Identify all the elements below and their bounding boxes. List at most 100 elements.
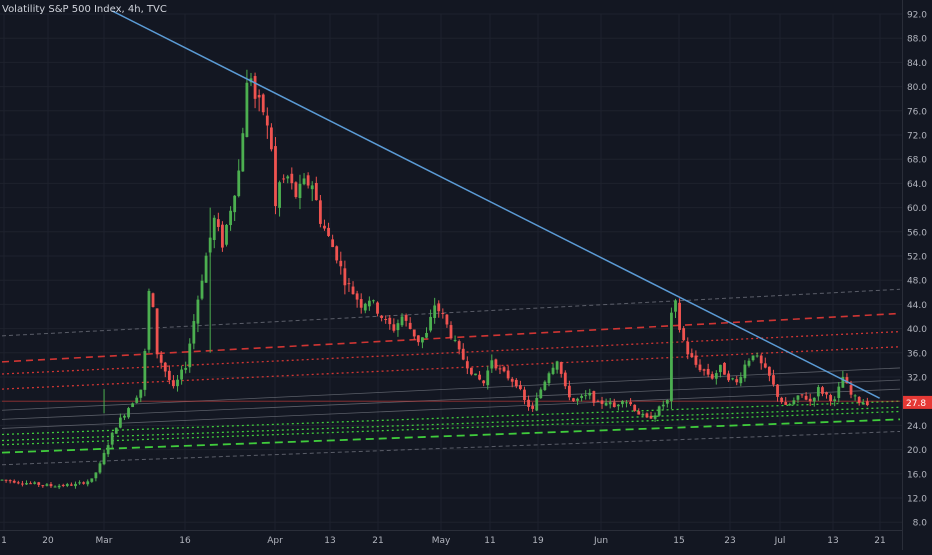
- candle-body-up: [90, 478, 94, 482]
- candle-body-down: [845, 377, 849, 384]
- candle-body-down: [531, 405, 535, 409]
- candle-body-down: [37, 482, 41, 485]
- candle-body-down: [16, 482, 20, 484]
- candle-body-up: [363, 303, 367, 311]
- candle-body-down: [821, 387, 824, 394]
- green-dotted-line: [1, 410, 901, 446]
- y-axis[interactable]: 92.0 88.0 84.0 80.0 76.0 72.0 68.0 64.0 60.0 56.0…: [902, 0, 932, 550]
- candle-body-up: [743, 364, 747, 379]
- candle-body-up: [188, 343, 192, 368]
- candle-body-down: [759, 355, 763, 364]
- candle-body-up: [543, 381, 547, 391]
- candle-body-down: [314, 182, 318, 201]
- last-price-tag: 27.8: [903, 395, 932, 409]
- candle-body-up: [78, 482, 81, 484]
- candle-body-down: [359, 299, 363, 308]
- y-tick-label: 44.0: [907, 301, 927, 311]
- y-tick-label: 72.0: [907, 132, 927, 142]
- candle-body-down: [478, 374, 481, 380]
- grey-solid-line: [1, 379, 901, 420]
- grey-solid-line: [1, 367, 901, 411]
- trendlines[interactable]: [111, 10, 880, 399]
- candle-body-up: [131, 403, 135, 408]
- candle-body-down: [482, 380, 486, 384]
- candle-body-down: [29, 483, 32, 485]
- candle-body-up: [796, 395, 800, 400]
- candle-body-up: [139, 389, 143, 398]
- candle-body-down: [498, 368, 502, 370]
- candle-body-up: [719, 364, 722, 373]
- candle-body-up: [625, 402, 628, 404]
- candle-body-down: [857, 396, 861, 403]
- candle-body-up: [302, 178, 306, 185]
- candle-body-up: [747, 360, 751, 366]
- grey-dashed-line: [1, 430, 901, 466]
- candle-body-down: [408, 322, 412, 329]
- candle-body-up: [425, 332, 428, 338]
- candle-body-down: [682, 328, 686, 341]
- candle-body-down: [690, 353, 694, 358]
- candle-body-down: [596, 400, 600, 402]
- candle-body-up: [0, 479, 4, 481]
- candle-body-down: [290, 173, 294, 184]
- candle-body-down: [257, 95, 261, 98]
- candle-body-down: [445, 314, 449, 325]
- y-tick-label: 16.0: [907, 470, 927, 480]
- y-tick-label: 64.0: [907, 180, 927, 190]
- candle-body-up: [555, 361, 559, 370]
- candle-body-down: [61, 484, 65, 486]
- y-tick-label: 40.0: [907, 325, 927, 335]
- candle-body-down: [829, 395, 833, 402]
- candle-body-down: [506, 370, 510, 379]
- candle-body-down: [8, 480, 12, 482]
- candle-body-up: [400, 316, 404, 326]
- candle-body-down: [518, 385, 522, 390]
- candle-body-up: [551, 367, 555, 374]
- candle-body-up: [53, 486, 57, 488]
- candle-body-up: [94, 472, 98, 479]
- candle-body-down: [261, 94, 265, 113]
- x-axis[interactable]: 1 20 Mar 16 Apr 13 21 May 11 19 Jun 15 23 Jul 13 21: [0, 530, 902, 547]
- candle-body-up: [196, 299, 200, 324]
- candle-body-up: [25, 483, 28, 485]
- x-tick-label: 16: [179, 536, 191, 546]
- candle-body-down: [523, 389, 526, 400]
- candle-body-up: [33, 482, 37, 484]
- candle-body-up: [641, 413, 645, 416]
- candle-body-down: [865, 401, 869, 406]
- candle-body-down: [727, 373, 730, 381]
- candle-body-down: [318, 200, 322, 224]
- candle-body-up: [433, 305, 437, 319]
- candle-body-up: [367, 300, 371, 307]
- grid: [0, 13, 902, 530]
- candle-body-down: [808, 398, 812, 402]
- y-tick-label: 24.0: [907, 422, 927, 432]
- candle-body-up: [665, 400, 669, 404]
- candle-body-down: [825, 392, 828, 395]
- grey-solid-line: [1, 388, 901, 429]
- candle-body-down: [514, 379, 518, 387]
- y-tick-label: 52.0: [907, 253, 927, 263]
- candle-body-down: [461, 348, 465, 360]
- candle-body-down: [686, 341, 690, 355]
- candle-body-down: [335, 246, 339, 261]
- candle-body-down: [645, 413, 649, 418]
- candle-body-up: [396, 323, 400, 331]
- candle-body-down: [351, 286, 355, 295]
- candle-body-down: [347, 283, 351, 285]
- candles: [0, 69, 869, 490]
- candle-body-up: [792, 400, 796, 405]
- candle-body-down: [82, 482, 86, 484]
- candle-body-down: [763, 363, 767, 368]
- x-tick-label: 13: [827, 536, 838, 546]
- x-tick-label: 23: [724, 536, 735, 546]
- candle-body-down: [612, 402, 616, 408]
- candle-body-down: [694, 355, 698, 365]
- candle-body-up: [588, 392, 592, 396]
- candle-body-up: [98, 463, 102, 473]
- candle-body-up: [653, 415, 657, 419]
- candle-body-up: [755, 355, 759, 357]
- y-axis-panel: [902, 0, 932, 550]
